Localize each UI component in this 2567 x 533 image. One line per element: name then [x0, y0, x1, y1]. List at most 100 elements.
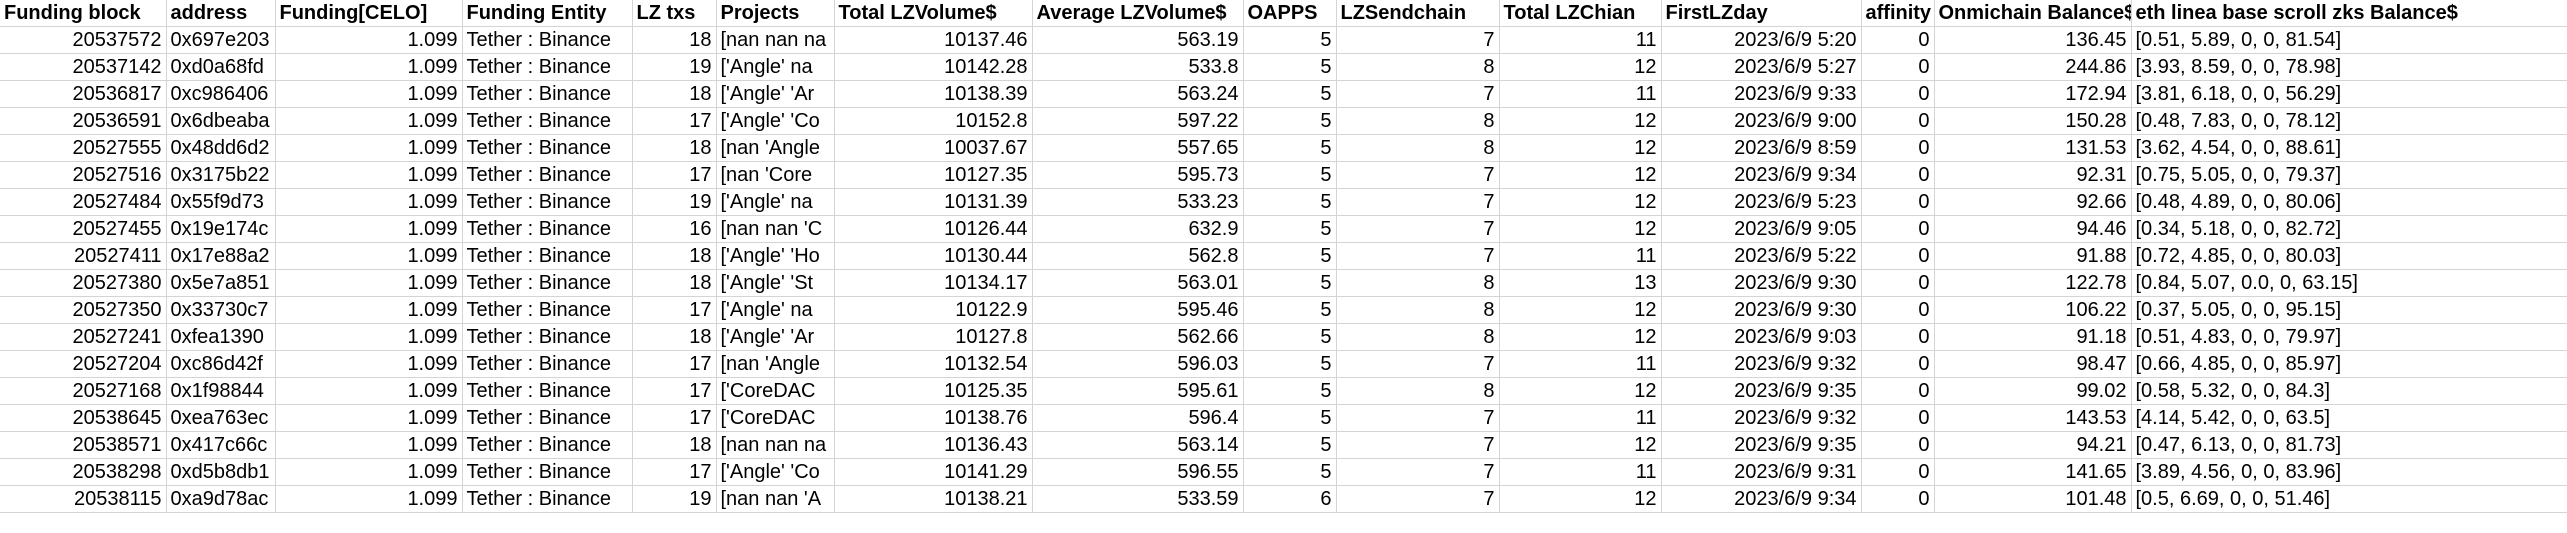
cell-projects[interactable]: [nan 'Angle [716, 134, 835, 162]
cell-average-lz-volume[interactable]: 557.65 [1032, 134, 1244, 162]
cell-funding-block[interactable]: 20538115 [0, 485, 167, 513]
cell-chain-balances[interactable]: [0.66, 4.85, 0, 0, 85.97] [2131, 350, 2567, 378]
cell-funding-celo[interactable]: 1.099 [275, 53, 463, 81]
cell-address[interactable]: 0xfea1390 [166, 323, 276, 351]
cell-chain-balances[interactable]: [0.5, 6.69, 0, 0, 51.46] [2131, 485, 2567, 513]
cell-lz-txs[interactable]: 18 [632, 80, 717, 108]
cell-projects[interactable]: ['Angle' 'Co [716, 107, 835, 135]
cell-funding-block[interactable]: 20527204 [0, 350, 167, 378]
cell-lz-txs[interactable]: 18 [632, 26, 717, 54]
cell-funding-entity[interactable]: Tether : Binance [462, 323, 633, 351]
cell-funding-celo[interactable]: 1.099 [275, 350, 463, 378]
cell-total-lz-volume[interactable]: 10127.35 [834, 161, 1033, 189]
cell-projects[interactable]: [nan 'Angle [716, 350, 835, 378]
cell-funding-entity[interactable]: Tether : Binance [462, 107, 633, 135]
header-cell-omnichain-balance[interactable]: Onmichain Balance$ [1934, 0, 2132, 27]
cell-address[interactable]: 0x19e174c [166, 215, 276, 243]
header-cell-funding-block[interactable]: Funding block [0, 0, 167, 27]
cell-lz-txs[interactable]: 18 [632, 269, 717, 297]
cell-chain-balances[interactable]: [0.34, 5.18, 0, 0, 82.72] [2131, 215, 2567, 243]
header-cell-lz-txs[interactable]: LZ txs [632, 0, 717, 27]
cell-funding-celo[interactable]: 1.099 [275, 134, 463, 162]
cell-omnichain-balance[interactable]: 141.65 [1934, 458, 2132, 486]
cell-average-lz-volume[interactable]: 563.14 [1032, 431, 1244, 459]
cell-affinity[interactable]: 0 [1861, 26, 1935, 54]
cell-omnichain-balance[interactable]: 92.31 [1934, 161, 2132, 189]
cell-total-lz-volume[interactable]: 10134.17 [834, 269, 1033, 297]
cell-affinity[interactable]: 0 [1861, 350, 1935, 378]
cell-first-lz-day[interactable]: 2023/6/9 9:35 [1661, 377, 1862, 405]
cell-lz-sendchain[interactable]: 7 [1336, 80, 1500, 108]
cell-oapps[interactable]: 5 [1243, 404, 1337, 432]
cell-funding-block[interactable]: 20527241 [0, 323, 167, 351]
cell-lz-txs[interactable]: 18 [632, 431, 717, 459]
cell-address[interactable]: 0xc86d42f [166, 350, 276, 378]
cell-chain-balances[interactable]: [0.72, 4.85, 0, 0, 80.03] [2131, 242, 2567, 270]
header-cell-first-lz-day[interactable]: FirstLZday [1661, 0, 1862, 27]
cell-omnichain-balance[interactable]: 122.78 [1934, 269, 2132, 297]
cell-average-lz-volume[interactable]: 595.73 [1032, 161, 1244, 189]
cell-funding-block[interactable]: 20538298 [0, 458, 167, 486]
cell-oapps[interactable]: 5 [1243, 134, 1337, 162]
cell-total-lz-chain[interactable]: 11 [1499, 458, 1662, 486]
cell-first-lz-day[interactable]: 2023/6/9 9:30 [1661, 296, 1862, 324]
cell-total-lz-chain[interactable]: 12 [1499, 188, 1662, 216]
cell-total-lz-volume[interactable]: 10136.43 [834, 431, 1033, 459]
cell-average-lz-volume[interactable]: 596.55 [1032, 458, 1244, 486]
cell-chain-balances[interactable]: [0.75, 5.05, 0, 0, 79.37] [2131, 161, 2567, 189]
cell-oapps[interactable]: 5 [1243, 242, 1337, 270]
cell-projects[interactable]: ['Angle' na [716, 53, 835, 81]
header-cell-address[interactable]: address [166, 0, 276, 27]
cell-lz-txs[interactable]: 16 [632, 215, 717, 243]
cell-chain-balances[interactable]: [3.89, 4.56, 0, 0, 83.96] [2131, 458, 2567, 486]
cell-funding-celo[interactable]: 1.099 [275, 161, 463, 189]
cell-projects[interactable]: ['Angle' na [716, 296, 835, 324]
cell-address[interactable]: 0xc986406 [166, 80, 276, 108]
cell-oapps[interactable]: 5 [1243, 161, 1337, 189]
cell-lz-txs[interactable]: 17 [632, 377, 717, 405]
cell-oapps[interactable]: 5 [1243, 26, 1337, 54]
cell-omnichain-balance[interactable]: 150.28 [1934, 107, 2132, 135]
cell-affinity[interactable]: 0 [1861, 269, 1935, 297]
header-cell-total-lz-volume[interactable]: Total LZVolume$ [834, 0, 1033, 27]
cell-omnichain-balance[interactable]: 131.53 [1934, 134, 2132, 162]
cell-funding-block[interactable]: 20537572 [0, 26, 167, 54]
cell-total-lz-volume[interactable]: 10037.67 [834, 134, 1033, 162]
cell-lz-sendchain[interactable]: 7 [1336, 215, 1500, 243]
cell-average-lz-volume[interactable]: 595.61 [1032, 377, 1244, 405]
cell-omnichain-balance[interactable]: 91.88 [1934, 242, 2132, 270]
cell-projects[interactable]: ['Angle' 'Ar [716, 80, 835, 108]
cell-funding-entity[interactable]: Tether : Binance [462, 431, 633, 459]
cell-lz-txs[interactable]: 17 [632, 107, 717, 135]
cell-affinity[interactable]: 0 [1861, 53, 1935, 81]
cell-first-lz-day[interactable]: 2023/6/9 9:35 [1661, 431, 1862, 459]
header-cell-affinity[interactable]: affinity [1861, 0, 1935, 27]
cell-omnichain-balance[interactable]: 101.48 [1934, 485, 2132, 513]
cell-lz-txs[interactable]: 18 [632, 242, 717, 270]
cell-lz-sendchain[interactable]: 8 [1336, 134, 1500, 162]
cell-average-lz-volume[interactable]: 596.4 [1032, 404, 1244, 432]
cell-funding-celo[interactable]: 1.099 [275, 242, 463, 270]
cell-total-lz-chain[interactable]: 12 [1499, 323, 1662, 351]
cell-address[interactable]: 0x417c66c [166, 431, 276, 459]
cell-first-lz-day[interactable]: 2023/6/9 5:27 [1661, 53, 1862, 81]
cell-oapps[interactable]: 5 [1243, 458, 1337, 486]
cell-funding-celo[interactable]: 1.099 [275, 215, 463, 243]
cell-omnichain-balance[interactable]: 94.46 [1934, 215, 2132, 243]
cell-projects[interactable]: ['Angle' 'Co [716, 458, 835, 486]
cell-lz-txs[interactable]: 17 [632, 161, 717, 189]
cell-projects[interactable]: [nan nan na [716, 26, 835, 54]
cell-first-lz-day[interactable]: 2023/6/9 9:05 [1661, 215, 1862, 243]
cell-oapps[interactable]: 5 [1243, 53, 1337, 81]
cell-total-lz-chain[interactable]: 12 [1499, 377, 1662, 405]
cell-first-lz-day[interactable]: 2023/6/9 9:03 [1661, 323, 1862, 351]
cell-oapps[interactable]: 5 [1243, 215, 1337, 243]
cell-oapps[interactable]: 5 [1243, 188, 1337, 216]
cell-total-lz-volume[interactable]: 10131.39 [834, 188, 1033, 216]
cell-lz-sendchain[interactable]: 7 [1336, 485, 1500, 513]
cell-chain-balances[interactable]: [0.47, 6.13, 0, 0, 81.73] [2131, 431, 2567, 459]
cell-total-lz-volume[interactable]: 10122.9 [834, 296, 1033, 324]
cell-lz-sendchain[interactable]: 7 [1336, 350, 1500, 378]
cell-total-lz-volume[interactable]: 10132.54 [834, 350, 1033, 378]
cell-projects[interactable]: [nan nan na [716, 431, 835, 459]
